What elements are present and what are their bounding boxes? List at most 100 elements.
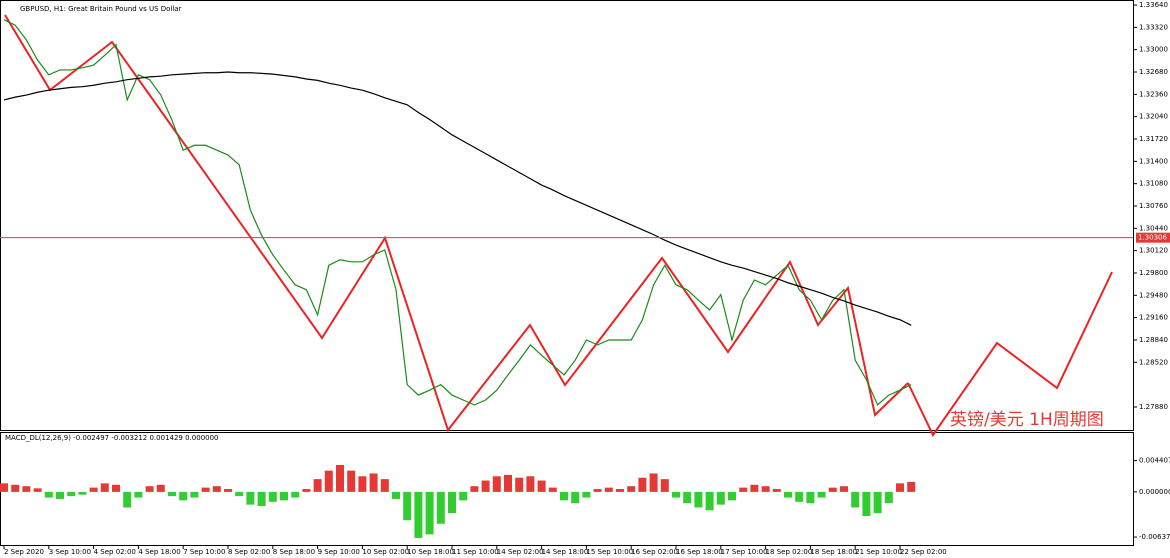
x-tick-label: 22 Sep 02:00 xyxy=(900,548,947,556)
macd-bar xyxy=(78,491,87,495)
y-tick-label: 1.29160 xyxy=(1139,314,1168,322)
x-tick-label: 4 Sep 02:00 xyxy=(94,548,136,556)
macd-bar xyxy=(672,491,680,498)
macd-bar xyxy=(100,483,109,492)
macd-bar xyxy=(694,491,703,508)
macd-bar xyxy=(291,491,300,498)
macd-bar xyxy=(840,486,848,492)
macd-bar xyxy=(324,470,333,492)
macd-bar xyxy=(851,491,860,508)
macd-bar xyxy=(224,489,232,492)
macd-bar xyxy=(873,491,882,514)
y-tick-label: 1.32360 xyxy=(1139,90,1168,98)
macd-bar xyxy=(896,483,904,492)
macd-bar xyxy=(134,491,143,498)
y-tick-label: 0.000000 xyxy=(1139,488,1170,496)
macd-bar xyxy=(44,491,53,498)
x-tick-label: 3 Sep 10:00 xyxy=(49,548,91,556)
macd-bar xyxy=(459,491,468,501)
macd-bar xyxy=(246,491,255,505)
level-label: 1.30306 xyxy=(1138,234,1167,242)
macd-bar xyxy=(582,491,591,498)
y-tick-label: 1.33000 xyxy=(1139,46,1168,54)
price-line xyxy=(3,71,912,326)
x-tick-label: 18 Sep 18:00 xyxy=(810,548,857,556)
y-tick-label: 1.33640 xyxy=(1139,1,1168,9)
macd-bar xyxy=(168,491,176,497)
macd-bar xyxy=(716,491,725,505)
macd-bar xyxy=(515,477,524,492)
macd-bar xyxy=(448,491,456,514)
level-tag xyxy=(1136,232,1170,243)
x-tick-label: 10 Sep 02:00 xyxy=(362,548,409,556)
macd-bar xyxy=(705,491,714,511)
macd-bar xyxy=(537,480,546,492)
macd-bar xyxy=(403,491,412,521)
macd-bar xyxy=(67,491,76,497)
macd-bar xyxy=(280,491,288,501)
y-tick-label: 1.31720 xyxy=(1139,135,1168,143)
macd-bar xyxy=(593,489,602,492)
y-tick-label: 1.29800 xyxy=(1139,269,1168,277)
macd-bar xyxy=(761,486,770,492)
chart-title: GBPUSD, H1: Great Britain Pound vs US Do… xyxy=(20,5,182,13)
x-tick-label: 8 Sep 02:00 xyxy=(228,548,270,556)
macd-bar xyxy=(504,474,512,492)
macd-bar xyxy=(750,484,759,492)
macd-bar xyxy=(828,487,837,492)
macd-bar xyxy=(627,486,636,492)
macd-bar xyxy=(22,486,31,492)
price-line xyxy=(3,19,912,406)
x-tick-label: 8 Sep 18:00 xyxy=(273,548,315,556)
macd-bar xyxy=(11,484,20,492)
macd-bar xyxy=(369,473,378,492)
macd-bar xyxy=(571,491,580,504)
price-frame xyxy=(0,0,1134,431)
macd-bar xyxy=(649,473,658,492)
macd-bar xyxy=(795,491,804,502)
y-tick-label: 1.28520 xyxy=(1139,358,1168,366)
macd-bar xyxy=(638,477,647,492)
macd-bar xyxy=(33,488,42,492)
x-tick-label: 14 Sep 18:00 xyxy=(542,548,589,556)
x-tick-label: 2 Sep 2020 xyxy=(4,548,44,556)
macd-bar xyxy=(347,470,356,492)
macd-bar xyxy=(772,489,781,492)
macd-bar xyxy=(112,484,120,492)
x-tick-label: 17 Sep 10:00 xyxy=(721,548,768,556)
y-tick-label: 1.32680 xyxy=(1139,68,1168,76)
macd-bar xyxy=(56,491,64,499)
y-tick-label: 1.28840 xyxy=(1139,336,1168,344)
y-tick-label: 1.29480 xyxy=(1139,291,1168,299)
macd-bar xyxy=(616,489,624,492)
macd-bar xyxy=(0,483,8,492)
x-tick-label: 10 Sep 18:00 xyxy=(407,548,454,556)
x-tick-label: 15 Sep 10:00 xyxy=(586,548,633,556)
macd-bar xyxy=(739,487,748,492)
macd-bar xyxy=(201,487,210,492)
macd-bar xyxy=(257,491,266,507)
macd-bar xyxy=(817,491,826,498)
y-tick-label: 1.32040 xyxy=(1139,113,1168,121)
macd-bar xyxy=(492,476,501,492)
macd-bar xyxy=(728,491,736,501)
macd-bar xyxy=(884,491,893,504)
macd-bar xyxy=(683,491,692,504)
macd-bar xyxy=(156,484,165,492)
macd-bar xyxy=(560,491,568,501)
macd-bar xyxy=(806,491,815,504)
y-tick-label: 1.30120 xyxy=(1139,247,1168,255)
macd-bar xyxy=(436,491,445,524)
y-tick-label: 1.30760 xyxy=(1139,202,1168,210)
macd-bar xyxy=(526,476,535,492)
macd-bar xyxy=(336,464,344,492)
macd-bar xyxy=(660,479,669,492)
macd-bar xyxy=(212,486,221,492)
macd-bar xyxy=(123,491,132,508)
x-tick-label: 11 Sep 10:00 xyxy=(452,548,499,556)
macd-bar xyxy=(89,487,98,492)
x-tick-label: 16 Sep 02:00 xyxy=(631,548,678,556)
macd-bar xyxy=(358,476,367,492)
